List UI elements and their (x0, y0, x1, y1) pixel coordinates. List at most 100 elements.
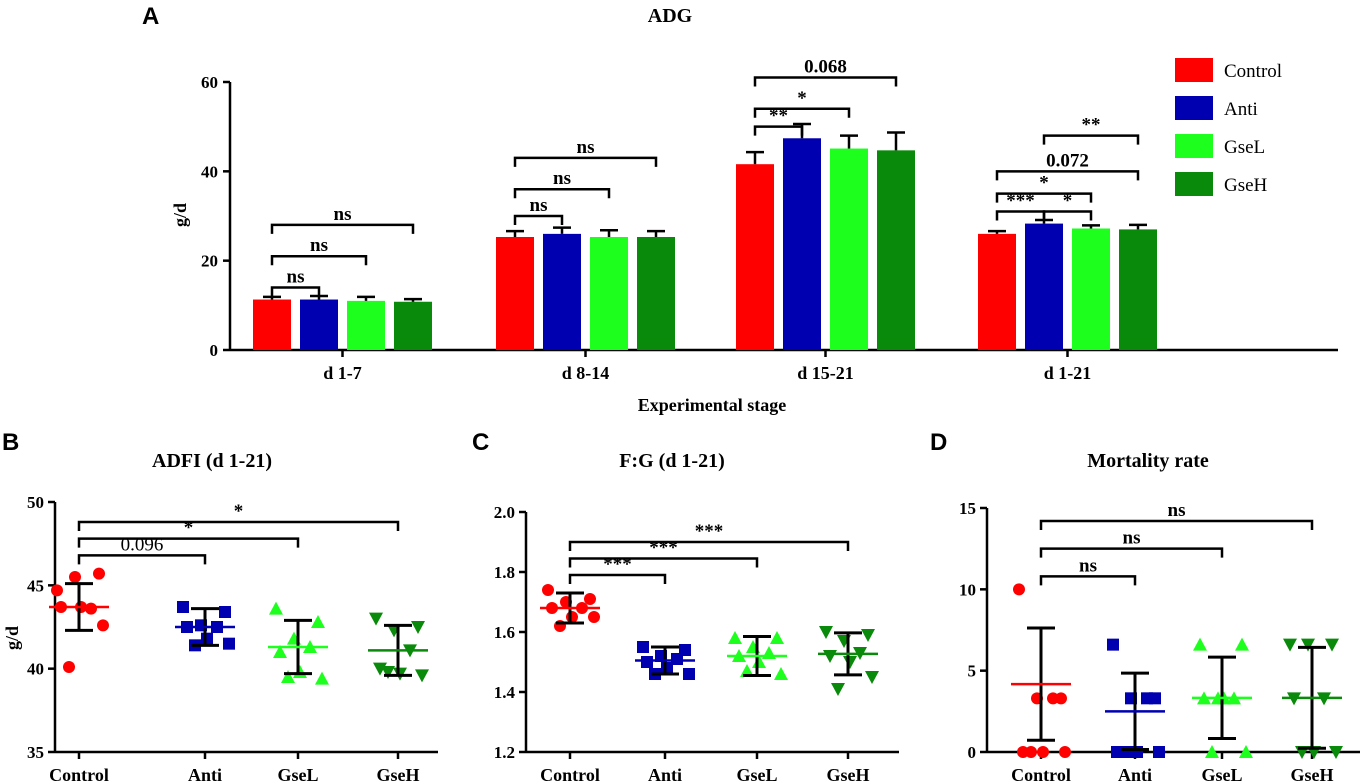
panel-a-annotation-7-label: * (797, 88, 807, 109)
panel-a-annotation-13-bracket (1042, 134, 1140, 145)
panel-b-point-0-1 (93, 567, 105, 580)
panel-a-annotation-0-bracket (270, 286, 321, 297)
panel-c-point-2-6 (774, 667, 788, 680)
panel-a-bar-2-2 (830, 148, 868, 350)
panel-a-bar-0-2 (347, 300, 385, 350)
panel-a-annotation-11-label: * (1039, 173, 1049, 194)
panel-c-xtick-label-0: Control (540, 765, 600, 783)
panel-a-annotation-12-bracket (995, 170, 1140, 181)
panel-d-annotation-1-label: ns (1123, 528, 1141, 549)
panel-b-ylabel: g/d (2, 626, 22, 650)
panel-a-bar-2-0 (736, 164, 774, 350)
panel-a-ytick-label-3: 60 (201, 73, 218, 92)
panel-a-annotation-6-label: ** (769, 106, 788, 127)
panel-c-ytick-label-2: 1.6 (494, 623, 515, 642)
panel-d-point-0-7 (1025, 746, 1037, 758)
panel-d-annotation-1-bracket (1039, 547, 1224, 558)
panel-a-bar-3-0 (978, 233, 1016, 350)
panel-c-point-1-5 (661, 662, 673, 674)
panel-d-point-1-6 (1153, 746, 1165, 758)
panel-a-annotation-5-bracket (513, 156, 658, 167)
panel-a-annotation-8-label: 0.068 (804, 57, 847, 78)
panel-b-point-0-0 (51, 584, 63, 597)
panel-letter-b: B (2, 429, 19, 456)
panel-a-annotation-4-bracket (513, 187, 611, 199)
panel-c-point-3-5 (843, 656, 857, 669)
panel-d-annotation-0-label: ns (1079, 555, 1097, 576)
panel-a-bar-0-1 (300, 299, 338, 350)
panel-d-xtick-label-1: Anti (1118, 765, 1152, 783)
panel-b-point-1-0 (177, 601, 189, 613)
panel-a-annotation-1-bracket (270, 254, 368, 266)
panel-d-title: Mortality rate (1087, 450, 1209, 472)
panel-a-annotation-5-label: ns (577, 137, 595, 158)
panel-a-annotation-8-bracket (753, 76, 898, 87)
panel-a-bar-3-3 (1119, 229, 1157, 350)
panel-c-point-2-1 (770, 631, 784, 644)
panel-a-bar-2-1 (783, 138, 821, 350)
legend-label-3: GseH (1224, 175, 1268, 196)
panel-c-point-1-4 (641, 656, 653, 668)
panel-c-annotation-1-bracket (568, 557, 759, 568)
panel-d-scatter-chart: Mortality rate 0 5 10 15 Control Anti GseL GseH… (959, 450, 1360, 783)
panel-a-annotation-1-label: ns (310, 235, 328, 256)
panel-d-annotation-0-bracket (1039, 575, 1137, 586)
panel-b-point-3-1 (411, 621, 425, 634)
panel-c-annotation-0-bracket (568, 573, 667, 584)
legend-swatch-2 (1175, 134, 1213, 158)
panel-d-point-0-6 (1059, 746, 1071, 758)
panel-b-annotation-1-label: * (184, 518, 194, 539)
panel-d-point-1-3 (1141, 692, 1153, 705)
panel-d-point-0-3 (1047, 692, 1059, 705)
panel-a-title: ADG (648, 5, 693, 27)
panel-a-xtick-label-0: d 1-7 (323, 363, 362, 383)
panel-b-annotation-2-label: * (234, 501, 244, 522)
panel-c-point-0-1 (584, 593, 596, 605)
panel-c-point-2-0 (728, 631, 742, 644)
panel-a-xlabel: Experimental stage (638, 395, 786, 415)
panel-b-xtick-label-3: GseH (377, 765, 420, 783)
panel-b-point-2-6 (315, 671, 329, 685)
panel-b-ytick-label-2: 45 (27, 576, 44, 595)
panel-a-bar-1-2 (590, 236, 628, 350)
panel-a-xtick-label-2: d 15-21 (797, 363, 854, 383)
panel-d-point-1-0 (1107, 638, 1119, 651)
panel-d-ytick-label-1: 5 (968, 662, 977, 681)
panel-a-bar-1-0 (496, 236, 534, 350)
panel-b-scatter-chart: ADFI (d 1-21) g/d 35 40 45 50 Control Anti Gse… (2, 450, 438, 783)
panel-a-annotation-6-bracket (753, 125, 804, 136)
panel-d-point-1-7 (1119, 746, 1131, 758)
panel-c-point-0-0 (542, 584, 554, 596)
panel-a-annotation-3-label: ns (530, 195, 548, 216)
panel-a-annotation-10-bracket (1042, 210, 1093, 221)
panel-b-point-1-1 (219, 606, 231, 618)
panel-c-point-3-1 (861, 629, 875, 642)
panel-b-point-0-7 (63, 661, 75, 673)
panel-b-point-1-6 (223, 637, 235, 650)
panel-c-point-1-0 (637, 641, 649, 653)
panel-b-annotation-2-bracket (77, 520, 400, 531)
panel-c-annotation-2-label: *** (695, 521, 724, 542)
panel-c-ytick-label-0: 1.2 (494, 743, 515, 762)
panel-a-bar-0-3 (394, 301, 432, 350)
panel-a-bar-1-3 (637, 236, 675, 350)
panel-a-annotation-11-bracket (995, 192, 1093, 203)
panel-b-xtick-label-2: GseL (277, 765, 318, 783)
panel-a-annotation-7-bracket (753, 107, 851, 118)
panel-b-ytick-label-0: 35 (27, 743, 44, 762)
panel-b-point-0-6 (97, 619, 109, 632)
panel-d-point-3-0 (1283, 638, 1297, 652)
panel-c-ytick-label-3: 1.8 (494, 563, 515, 582)
panel-b-point-2-5 (293, 665, 307, 678)
panel-d-annotation-2-label: ns (1168, 500, 1186, 521)
panel-a-annotation-2-label: ns (334, 204, 352, 225)
panel-d-ytick-label-0: 0 (968, 743, 977, 762)
panel-a-annotation-10-label: * (1063, 191, 1073, 212)
panel-c-point-3-7 (831, 683, 845, 696)
panel-a-ytick-label-1: 20 (201, 252, 218, 271)
panel-c-scatter-chart: F:G (d 1-21) 1.2 1.4 1.6 1.8 2.0 Control Anti G… (494, 450, 899, 783)
panel-a-bar-0-0 (253, 299, 291, 350)
panel-c-point-3-6 (865, 671, 879, 684)
panel-d-point-2-7 (1205, 745, 1219, 758)
